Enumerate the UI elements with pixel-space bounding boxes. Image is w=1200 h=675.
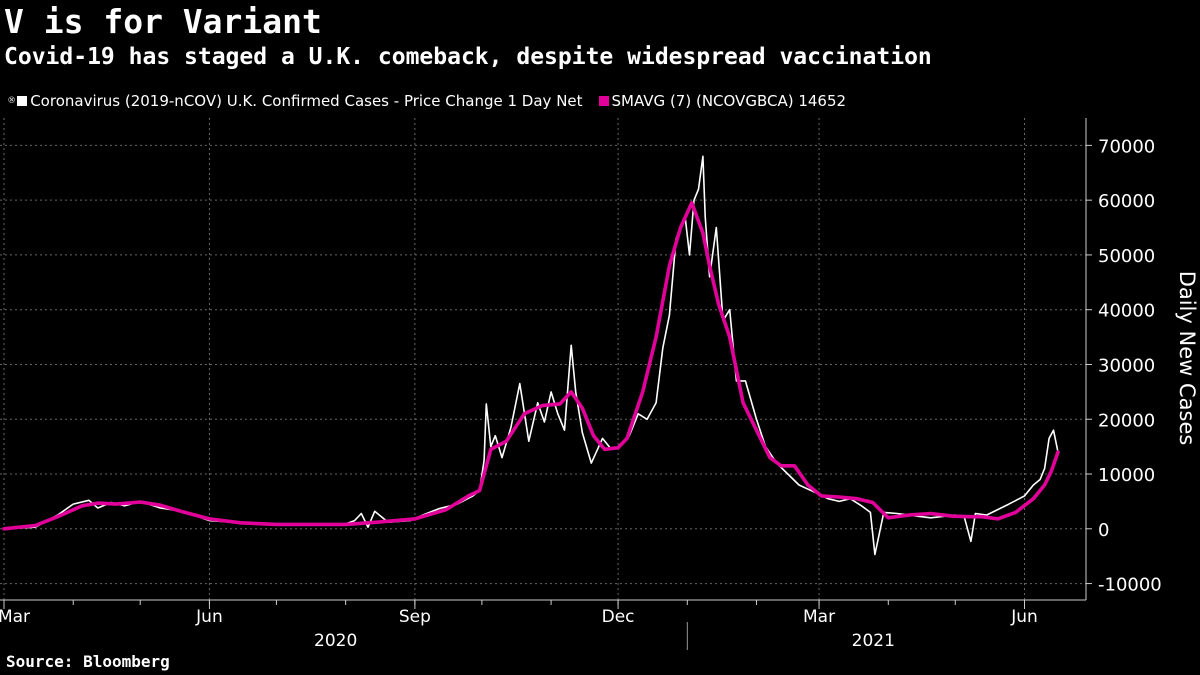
source-note: Source: Bloomberg [6,652,170,671]
series-layer [2,155,1060,556]
legend-marker-icon: ⮿ [8,96,16,106]
chart-title: V is for Variant [4,2,322,41]
y-tick-label: 40000 [1098,301,1155,322]
axis-layer: 70000 60000 50000 40000 30000 20000 10000 0 -100… [0,118,1162,651]
series-line-smavg [2,201,1060,531]
x-tick-label: Mar [803,607,835,627]
legend-swatch-smavg [598,96,609,106]
x-year-label: 2021 [852,631,895,651]
x-tick-label: Jun [1010,607,1038,627]
y-tick-label: 50000 [1098,246,1155,267]
y-tick-label: 0 [1098,520,1109,541]
x-tick-label: Jun [195,607,223,627]
y-tick-label: 10000 [1098,465,1155,486]
y-tick-label: 20000 [1098,410,1155,431]
legend: ⮿ Coronavirus (2019-nCOV) U.K. Confirmed… [8,92,846,110]
y-tick-label: -10000 [1098,575,1162,596]
x-tick-label: Dec [602,607,635,627]
x-tick-label: Sep [399,607,431,627]
y-axis-label: Daily New Cases [1175,271,1199,446]
y-tick-label: 60000 [1098,191,1155,212]
chart-subtitle: Covid-19 has staged a U.K. comeback, des… [4,44,932,70]
x-year-label: 2020 [314,631,357,651]
legend-swatch-daily [17,96,28,106]
grid-layer [0,118,1086,600]
y-tick-label: 30000 [1098,355,1155,376]
legend-label-smavg: SMAVG (7) (NCOVGBCA) 14652 [611,92,847,110]
x-tick-label: Mar [0,607,30,627]
y-tick-label: 70000 [1098,136,1155,157]
series-line-daily-cases [3,155,1059,556]
legend-label-daily: Coronavirus (2019-nCOV) U.K. Confirmed C… [30,92,583,110]
